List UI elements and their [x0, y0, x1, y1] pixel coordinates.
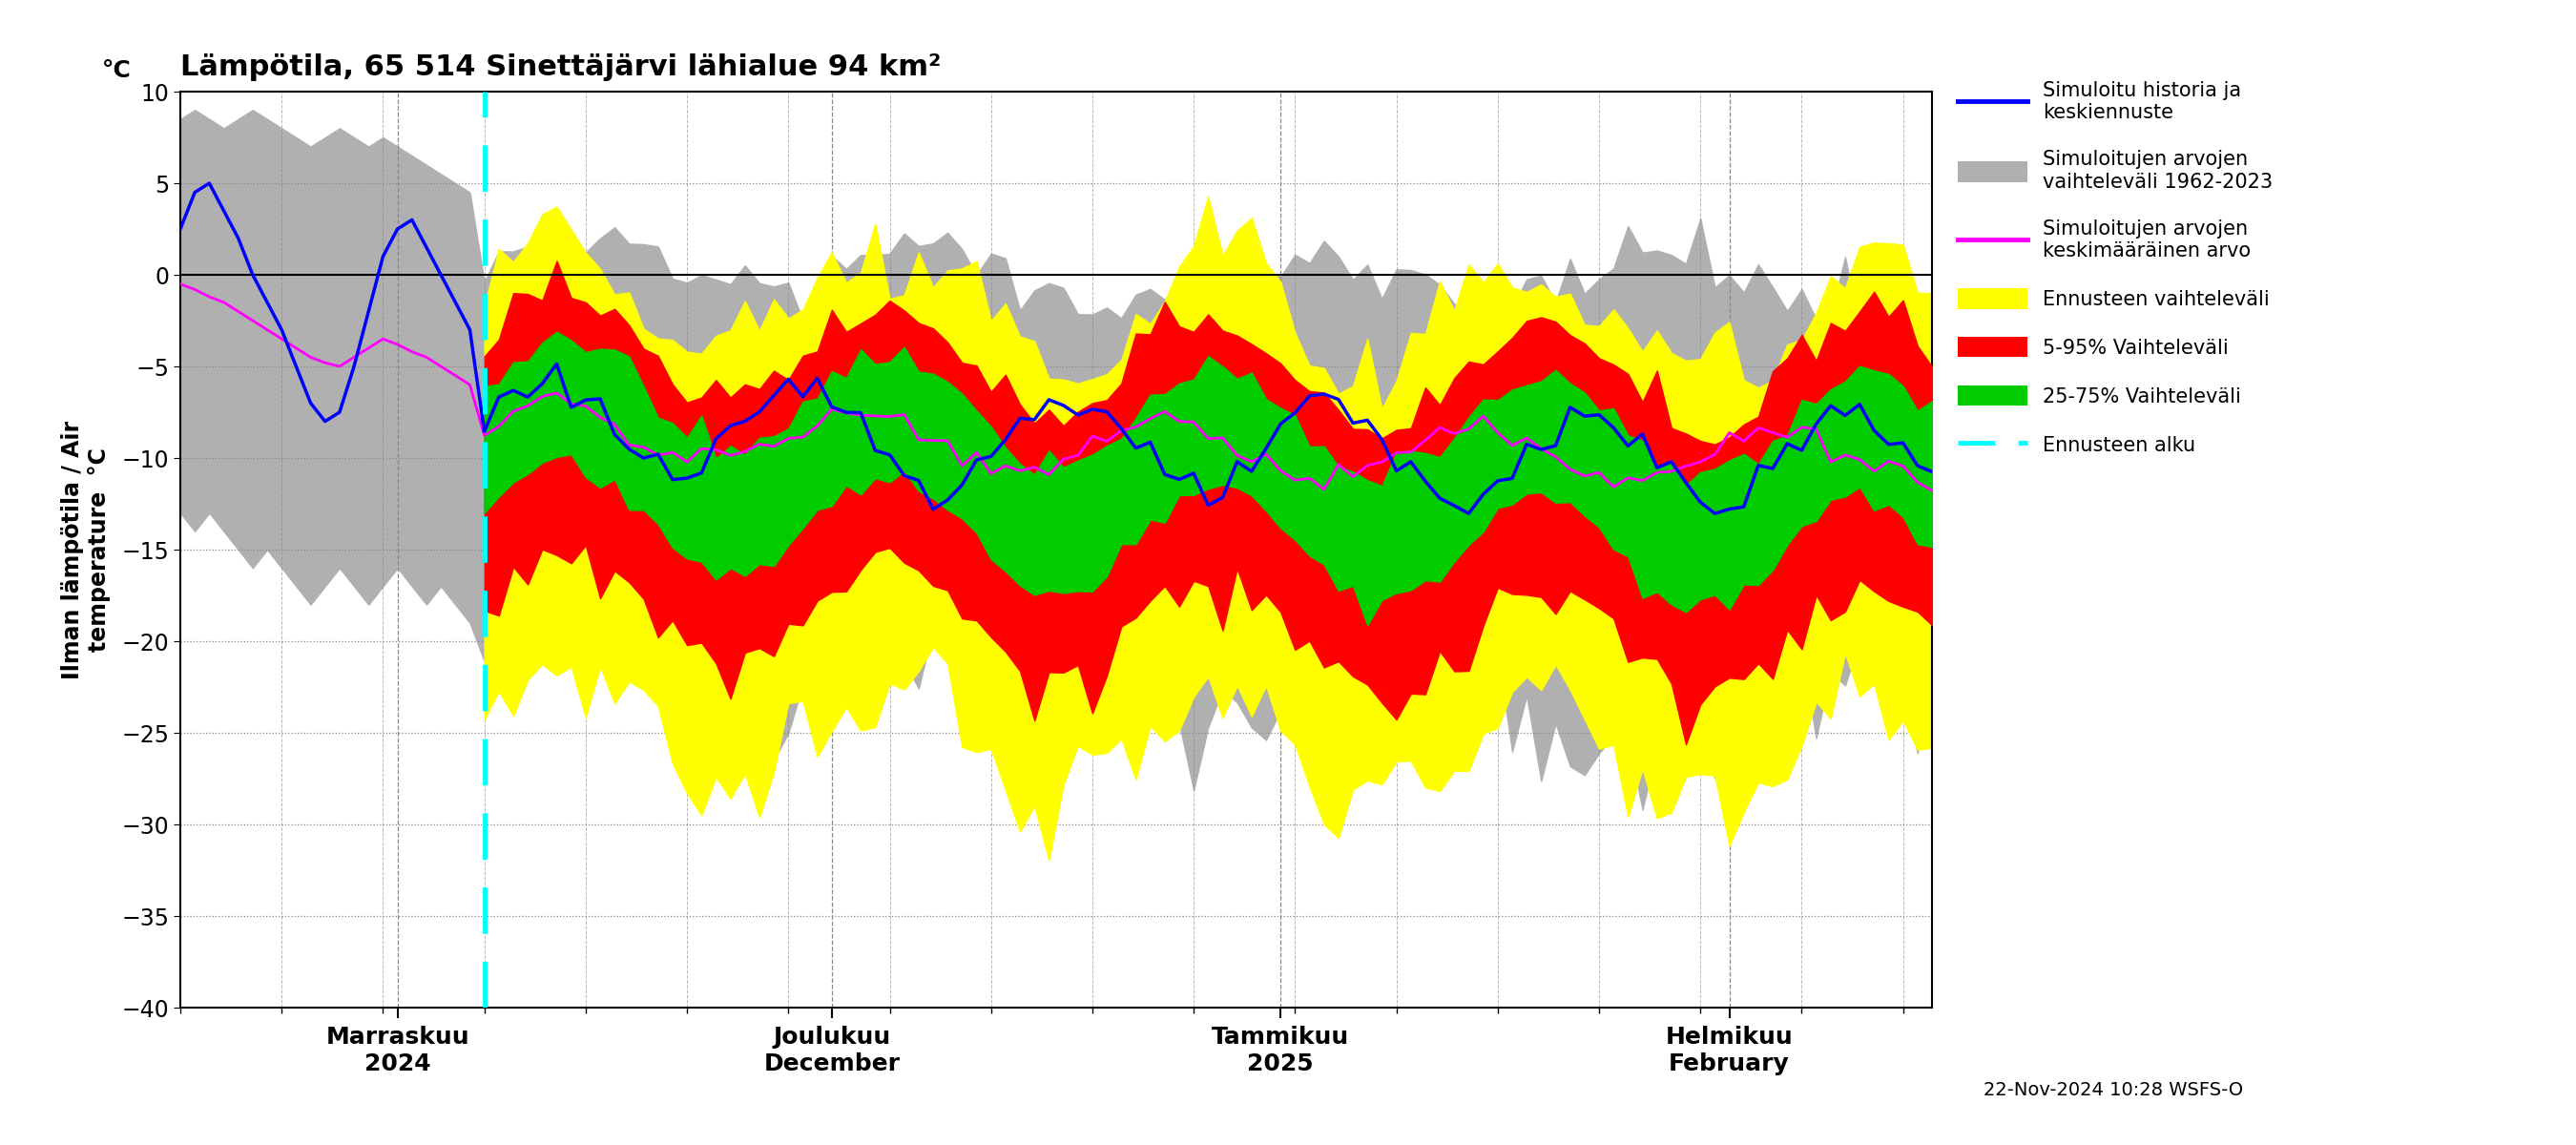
Text: Lämpötila, 65 514 Sinettäjärvi lähialue 94 km²: Lämpötila, 65 514 Sinettäjärvi lähialue …: [180, 54, 940, 81]
Text: °C: °C: [100, 60, 131, 82]
Y-axis label: Ilman lämpötila / Air
temperature  °C: Ilman lämpötila / Air temperature °C: [62, 420, 111, 679]
Legend: Simuloitu historia ja
keskiennuste, Simuloitujen arvojen
vaihteleväli 1962-2023,: Simuloitu historia ja keskiennuste, Simu…: [1950, 73, 2280, 463]
Text: 22-Nov-2024 10:28 WSFS-O: 22-Nov-2024 10:28 WSFS-O: [1984, 1081, 2244, 1099]
